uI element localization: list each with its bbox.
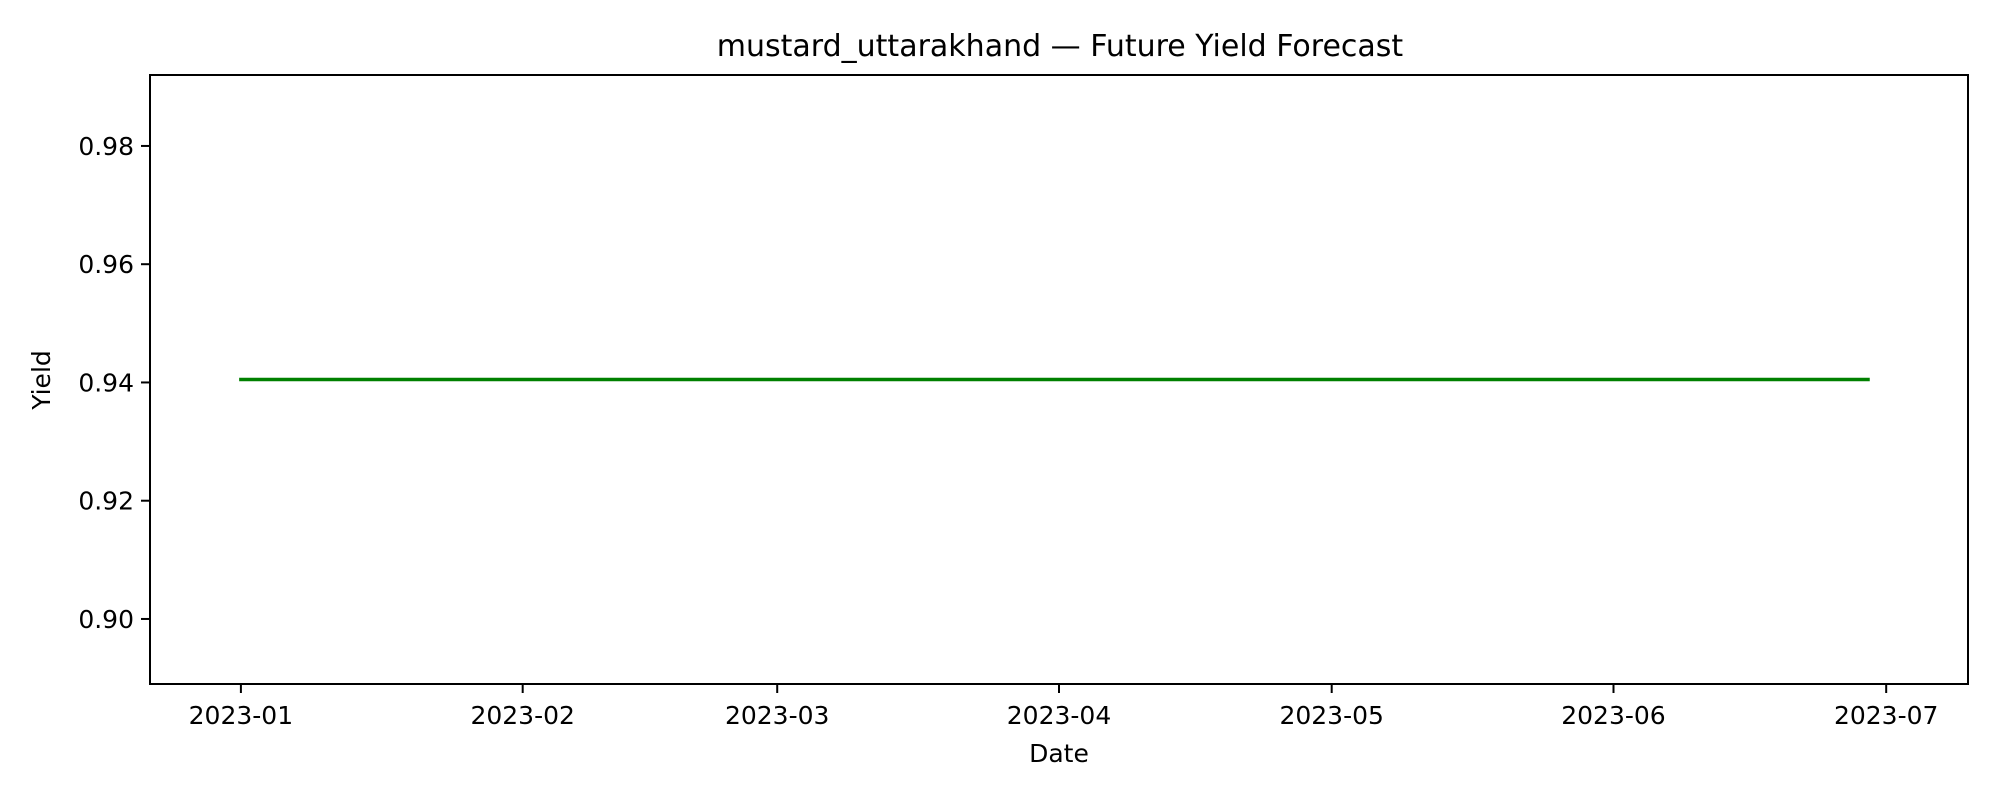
y-tick-label: 0.96 [78, 250, 134, 279]
x-tick-label: 2023-04 [1007, 701, 1111, 730]
y-axis: 0.90 0.92 0.94 0.96 0.98 [78, 132, 150, 634]
y-tick-label: 0.90 [78, 605, 134, 634]
chart-title: mustard_uttarakhand — Future Yield Forec… [717, 29, 1404, 64]
x-axis: 2023-01 2023-02 2023-03 2023-04 2023-05 2023-… [189, 684, 1938, 730]
x-tick-label: 2023-01 [189, 701, 293, 730]
x-tick-label: 2023-07 [1834, 701, 1938, 730]
x-tick-label: 2023-03 [725, 701, 829, 730]
x-tick-label: 2023-05 [1279, 701, 1383, 730]
y-tick-label: 0.92 [78, 487, 134, 516]
x-tick-label: 2023-06 [1561, 701, 1665, 730]
y-axis-label: Yield [27, 350, 56, 411]
x-tick-label: 2023-02 [470, 701, 574, 730]
plot-frame [149, 74, 1969, 685]
x-axis-label: Date [1029, 739, 1089, 768]
y-tick-label: 0.94 [78, 368, 134, 397]
y-tick-label: 0.98 [78, 132, 134, 161]
